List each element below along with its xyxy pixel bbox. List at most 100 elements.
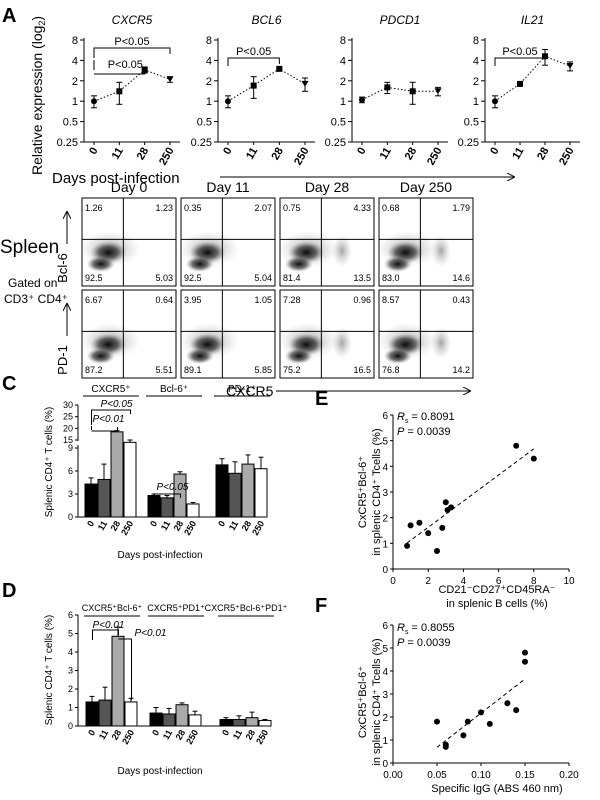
x-tick-label: 0.10 xyxy=(471,770,491,781)
bar xyxy=(162,713,176,727)
panel-a-xlabel: Days post-infection xyxy=(52,170,180,187)
panel-f-p: P = 0.0039 xyxy=(397,637,451,649)
panel-e-ylabel-1: CxCR5⁺Bcl-6⁺ xyxy=(357,456,369,528)
sig-label: P<0.01 xyxy=(135,628,167,639)
day-header: Day 0 xyxy=(111,179,148,195)
sig-label: P<0.01 xyxy=(93,620,125,631)
y-tick-label: 1 xyxy=(340,96,346,108)
data-point xyxy=(464,718,471,725)
y-tick-label: 3 xyxy=(68,489,73,499)
quadrant-value: 0.35 xyxy=(184,203,202,213)
panel-a-ylabel: Relative expression (log2) xyxy=(29,16,47,175)
y-tick-label: 9 xyxy=(68,443,73,453)
panel-e: 0 1 2 3 4 5 6 0 2 4 6 8 10 xyxy=(382,411,575,587)
bar xyxy=(84,483,98,518)
quadrant-value: 16.5 xyxy=(353,365,371,375)
y-tick-label: 5 xyxy=(68,629,73,639)
series-line xyxy=(494,55,571,102)
panel-label-c: C xyxy=(2,373,16,395)
x-tick-label: 0 xyxy=(86,728,97,737)
density-core xyxy=(383,256,412,272)
y-tick-label: 8 xyxy=(473,35,479,47)
density-halo xyxy=(431,326,452,359)
y-tick-label: 4 xyxy=(206,55,212,67)
y-tick-label: 6 xyxy=(382,411,388,422)
panel-e-p: P = 0.0039 xyxy=(397,426,451,438)
y-tick-label: 1 xyxy=(68,703,73,713)
quadrant-value: 13.5 xyxy=(353,273,371,283)
x-tick-label: 11 xyxy=(110,146,126,162)
quadrant-value: 14.6 xyxy=(452,273,470,283)
y-tick-label: 1 xyxy=(72,96,78,108)
y-tick-label: 1 xyxy=(382,539,388,550)
data-point xyxy=(439,524,446,531)
trend-line xyxy=(436,678,526,748)
y-tick-label: 2 xyxy=(206,76,212,88)
data-point xyxy=(407,522,414,529)
data-point xyxy=(460,732,467,739)
sig-label: P<0.05 xyxy=(157,482,189,493)
marker-label: PD-1 xyxy=(55,345,70,375)
bar xyxy=(123,441,137,518)
data-point xyxy=(513,442,520,449)
x-tick-label: 11 xyxy=(159,519,172,532)
density-core xyxy=(284,256,313,272)
y-tick-label: 0.5 xyxy=(464,117,479,129)
y-tick-label: 6 xyxy=(382,621,388,632)
y-tick-label: 4 xyxy=(68,647,73,657)
x-tick-label: 0 xyxy=(390,576,396,587)
y-tick-label: 4 xyxy=(382,462,388,473)
y-tick-label: 2 xyxy=(72,76,78,88)
quadrant-value: 0.64 xyxy=(155,295,173,305)
y-tick-label: 5 xyxy=(382,644,388,655)
x-axis-label: Days post-infection xyxy=(117,766,202,777)
x-tick-label: 11 xyxy=(97,728,110,741)
y-tick-label: 2 xyxy=(382,514,388,525)
y-axis-label: Splenic CD4⁺ T cells (%) xyxy=(44,407,55,518)
x-tick-label: 28 xyxy=(244,728,258,742)
x-tick-label: 250 xyxy=(557,146,577,168)
sig-bracket xyxy=(494,57,546,66)
density-halo xyxy=(332,234,353,267)
data-point xyxy=(416,519,423,526)
x-tick-label: 8 xyxy=(531,576,537,587)
group-label: CXCR5⁺ xyxy=(91,384,130,395)
data-point xyxy=(301,80,309,87)
data-point xyxy=(513,707,520,714)
data-point xyxy=(409,88,416,95)
quadrant-value: 0.96 xyxy=(353,295,371,305)
x-tick-label: 250 xyxy=(425,146,445,168)
quadrant-value: 92.5 xyxy=(184,273,202,283)
x-tick-label: 250 xyxy=(292,146,312,168)
density-core xyxy=(86,256,115,272)
panel-f: 0 1 2 3 4 5 6 0.00 0.05 0.10 0.15 0.20 xyxy=(382,621,579,781)
quadrant-value: 14.2 xyxy=(452,365,470,375)
quadrant-value: 5.51 xyxy=(155,365,173,375)
y-tick-label: 3 xyxy=(68,666,73,676)
quadrant-value: 5.04 xyxy=(254,273,272,283)
sig-bracket xyxy=(227,57,280,66)
x-tick-label: 0 xyxy=(148,519,159,528)
sig-bracket xyxy=(118,638,132,700)
y-tick-label: 8 xyxy=(206,35,212,47)
data-point xyxy=(250,82,257,89)
bar xyxy=(254,468,268,518)
y-tick-label: 0.25 xyxy=(57,137,78,149)
group-label: CXCR5⁺Bcl-6⁺PD1⁺ xyxy=(205,603,288,613)
bar xyxy=(149,712,163,727)
y-tick-label: 2 xyxy=(382,713,388,724)
quadrant-value: 76.8 xyxy=(382,365,400,375)
data-point xyxy=(517,80,523,87)
gene-title: CXCR5 xyxy=(112,13,153,27)
sig-bracket xyxy=(91,426,118,432)
x-tick-label: 0 xyxy=(221,146,234,157)
data-point xyxy=(530,455,537,462)
y-tick-label: 25 xyxy=(63,412,73,422)
x-tick-label: 4 xyxy=(461,576,467,587)
y-tick-label: 2 xyxy=(473,76,479,88)
bar xyxy=(215,464,229,518)
sig-label: P<0.05 xyxy=(101,399,133,410)
quadrant-value: 87.2 xyxy=(85,365,103,375)
trend-line xyxy=(406,448,535,544)
data-point xyxy=(434,548,440,555)
